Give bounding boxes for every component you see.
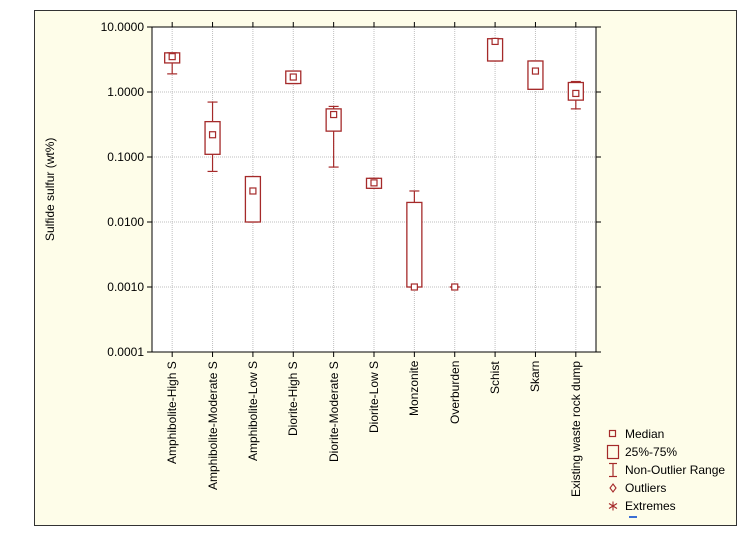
median-marker [451,283,459,291]
iqr-box [325,108,342,132]
legend-item-outliers: Outliers [605,479,725,497]
median-marker [289,73,297,81]
median-marker [572,89,580,98]
whisker-icon [605,461,621,479]
y-tick-label: 1.0000 [107,85,144,99]
diamond-icon [605,479,621,497]
median-marker [410,283,418,291]
median-marker [330,110,338,119]
y-tick-label: 10.0000 [100,20,144,34]
iqr-box [244,175,262,223]
x-tick-label: Amphibolite-Moderate S [205,361,220,490]
y-tick-label: 0.1000 [107,150,144,164]
x-tick-label: Diorite-High S [286,361,301,436]
x-tick-label: Schist [488,361,503,394]
y-tick-label: 0.0100 [107,215,144,229]
box-rect-icon [605,443,621,461]
iqr-box [527,60,544,90]
x-tick-label: Skarn [528,360,543,392]
legend-item-extremes: Extremes [605,497,725,515]
median-square-icon [605,425,621,443]
legend-item-iqr: 25%-75% [605,443,725,461]
y-tick-label: 0.0001 [107,345,144,359]
legend: Median 25%-75% Non-Outlier Range Outlier… [605,425,725,518]
legend-item-range: Non-Outlier Range [605,461,725,479]
x-tick-label: Existing waste rock dump [568,360,583,497]
y-axis-label: Sulfide sulfur (wt%) [43,137,57,241]
box-plot-chart [147,22,601,357]
x-tick-label: Monzonite [407,360,422,416]
legend-item-median: Median [605,425,725,443]
legend-dash-mark [629,516,637,518]
x-tick-label: Diorite-Moderate S [326,361,341,462]
median-marker [370,179,378,187]
x-tick-label: Overburden [447,360,462,424]
x-tick-label: Amphibolite-Low S [245,360,260,461]
median-marker [168,53,176,61]
median-marker [208,131,217,139]
asterisk-icon [605,497,621,515]
chart-frame: Sulfide sulfur (wt%) 10.0000 1.0000 0.1000… [34,10,737,526]
median-marker [531,67,540,75]
x-tick-label: Amphibolite-High S [165,361,180,464]
x-tick-label: Diorite-Low S [367,360,381,433]
median-marker [249,187,257,195]
y-tick-label: 0.0010 [107,280,144,294]
iqr-box [406,201,423,288]
median-marker [491,37,499,46]
